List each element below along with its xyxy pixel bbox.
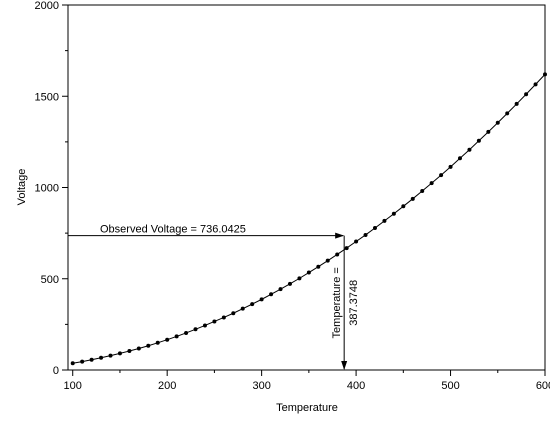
data-point bbox=[448, 164, 453, 169]
data-point bbox=[89, 357, 94, 362]
y-tick-label: 1500 bbox=[35, 91, 59, 103]
data-point bbox=[524, 92, 529, 97]
y-tick-label: 2000 bbox=[35, 0, 59, 12]
data-point bbox=[136, 346, 141, 351]
x-tick-label: 400 bbox=[347, 380, 365, 392]
x-tick-label: 300 bbox=[252, 380, 270, 392]
data-point bbox=[231, 311, 236, 316]
data-point bbox=[202, 323, 207, 328]
data-point bbox=[439, 173, 444, 178]
x-axis-title: Temperature bbox=[276, 402, 338, 414]
data-point bbox=[184, 330, 189, 335]
data-point bbox=[297, 276, 302, 281]
y-axis-title: Voltage bbox=[16, 169, 28, 206]
annotations: Observed Voltage = 736.0425 Temperature =… bbox=[68, 224, 360, 370]
data-point bbox=[80, 359, 85, 364]
x-tick-label: 100 bbox=[64, 380, 82, 392]
data-point bbox=[354, 239, 359, 244]
data-point bbox=[514, 101, 519, 106]
data-point bbox=[505, 111, 510, 116]
data-point bbox=[533, 82, 538, 87]
x-tick-label: 500 bbox=[441, 380, 459, 392]
data-point bbox=[146, 343, 151, 348]
data-point bbox=[391, 211, 396, 216]
series-line bbox=[72, 74, 546, 364]
data-point bbox=[495, 120, 500, 125]
data-point bbox=[306, 270, 311, 275]
data-point bbox=[278, 287, 283, 292]
data-point bbox=[117, 351, 122, 356]
axes: 0 500 1000 1500 2000 100 200 300 400 500 600 bbox=[35, 0, 550, 392]
data-point bbox=[316, 264, 321, 269]
data-point bbox=[174, 334, 179, 339]
temperature-arrowhead bbox=[341, 361, 348, 370]
data-point bbox=[108, 353, 113, 358]
data-point bbox=[240, 306, 245, 311]
data-point bbox=[476, 138, 481, 143]
data-point bbox=[457, 156, 462, 161]
observed-voltage-arrowhead bbox=[335, 232, 345, 239]
data-point bbox=[212, 319, 217, 324]
temperature-label-line2: 387.3748 bbox=[348, 280, 360, 326]
x-tick-label: 600 bbox=[536, 380, 550, 392]
data-point bbox=[193, 327, 198, 332]
data-point bbox=[344, 246, 349, 251]
plot-frame bbox=[67, 4, 546, 371]
data-point bbox=[467, 147, 472, 152]
data-point bbox=[410, 196, 415, 201]
data-point bbox=[429, 181, 434, 186]
y-tick-label: 1000 bbox=[35, 183, 59, 195]
y-tick-label: 0 bbox=[53, 365, 59, 377]
data-point bbox=[99, 355, 104, 360]
data-point bbox=[70, 361, 75, 366]
data-point bbox=[382, 218, 387, 223]
data-point bbox=[372, 226, 377, 231]
data-point bbox=[287, 281, 292, 286]
observed-voltage-label: Observed Voltage = 736.0425 bbox=[100, 224, 246, 236]
data-point bbox=[420, 188, 425, 193]
data-point bbox=[363, 232, 368, 237]
data-point bbox=[269, 292, 274, 297]
data-point bbox=[325, 258, 330, 263]
y-tick-label: 500 bbox=[41, 274, 59, 286]
x-tick-label: 200 bbox=[158, 380, 176, 392]
series-group bbox=[70, 72, 547, 366]
data-point bbox=[259, 297, 264, 302]
data-point bbox=[335, 252, 340, 257]
data-point bbox=[155, 340, 160, 345]
data-point bbox=[486, 129, 491, 134]
data-point bbox=[127, 349, 132, 354]
data-point bbox=[543, 72, 547, 77]
data-point bbox=[250, 302, 255, 307]
data-point bbox=[221, 315, 226, 320]
temperature-label-line1: Temperature = bbox=[331, 267, 343, 338]
data-point bbox=[401, 204, 406, 209]
data-point bbox=[165, 337, 170, 342]
